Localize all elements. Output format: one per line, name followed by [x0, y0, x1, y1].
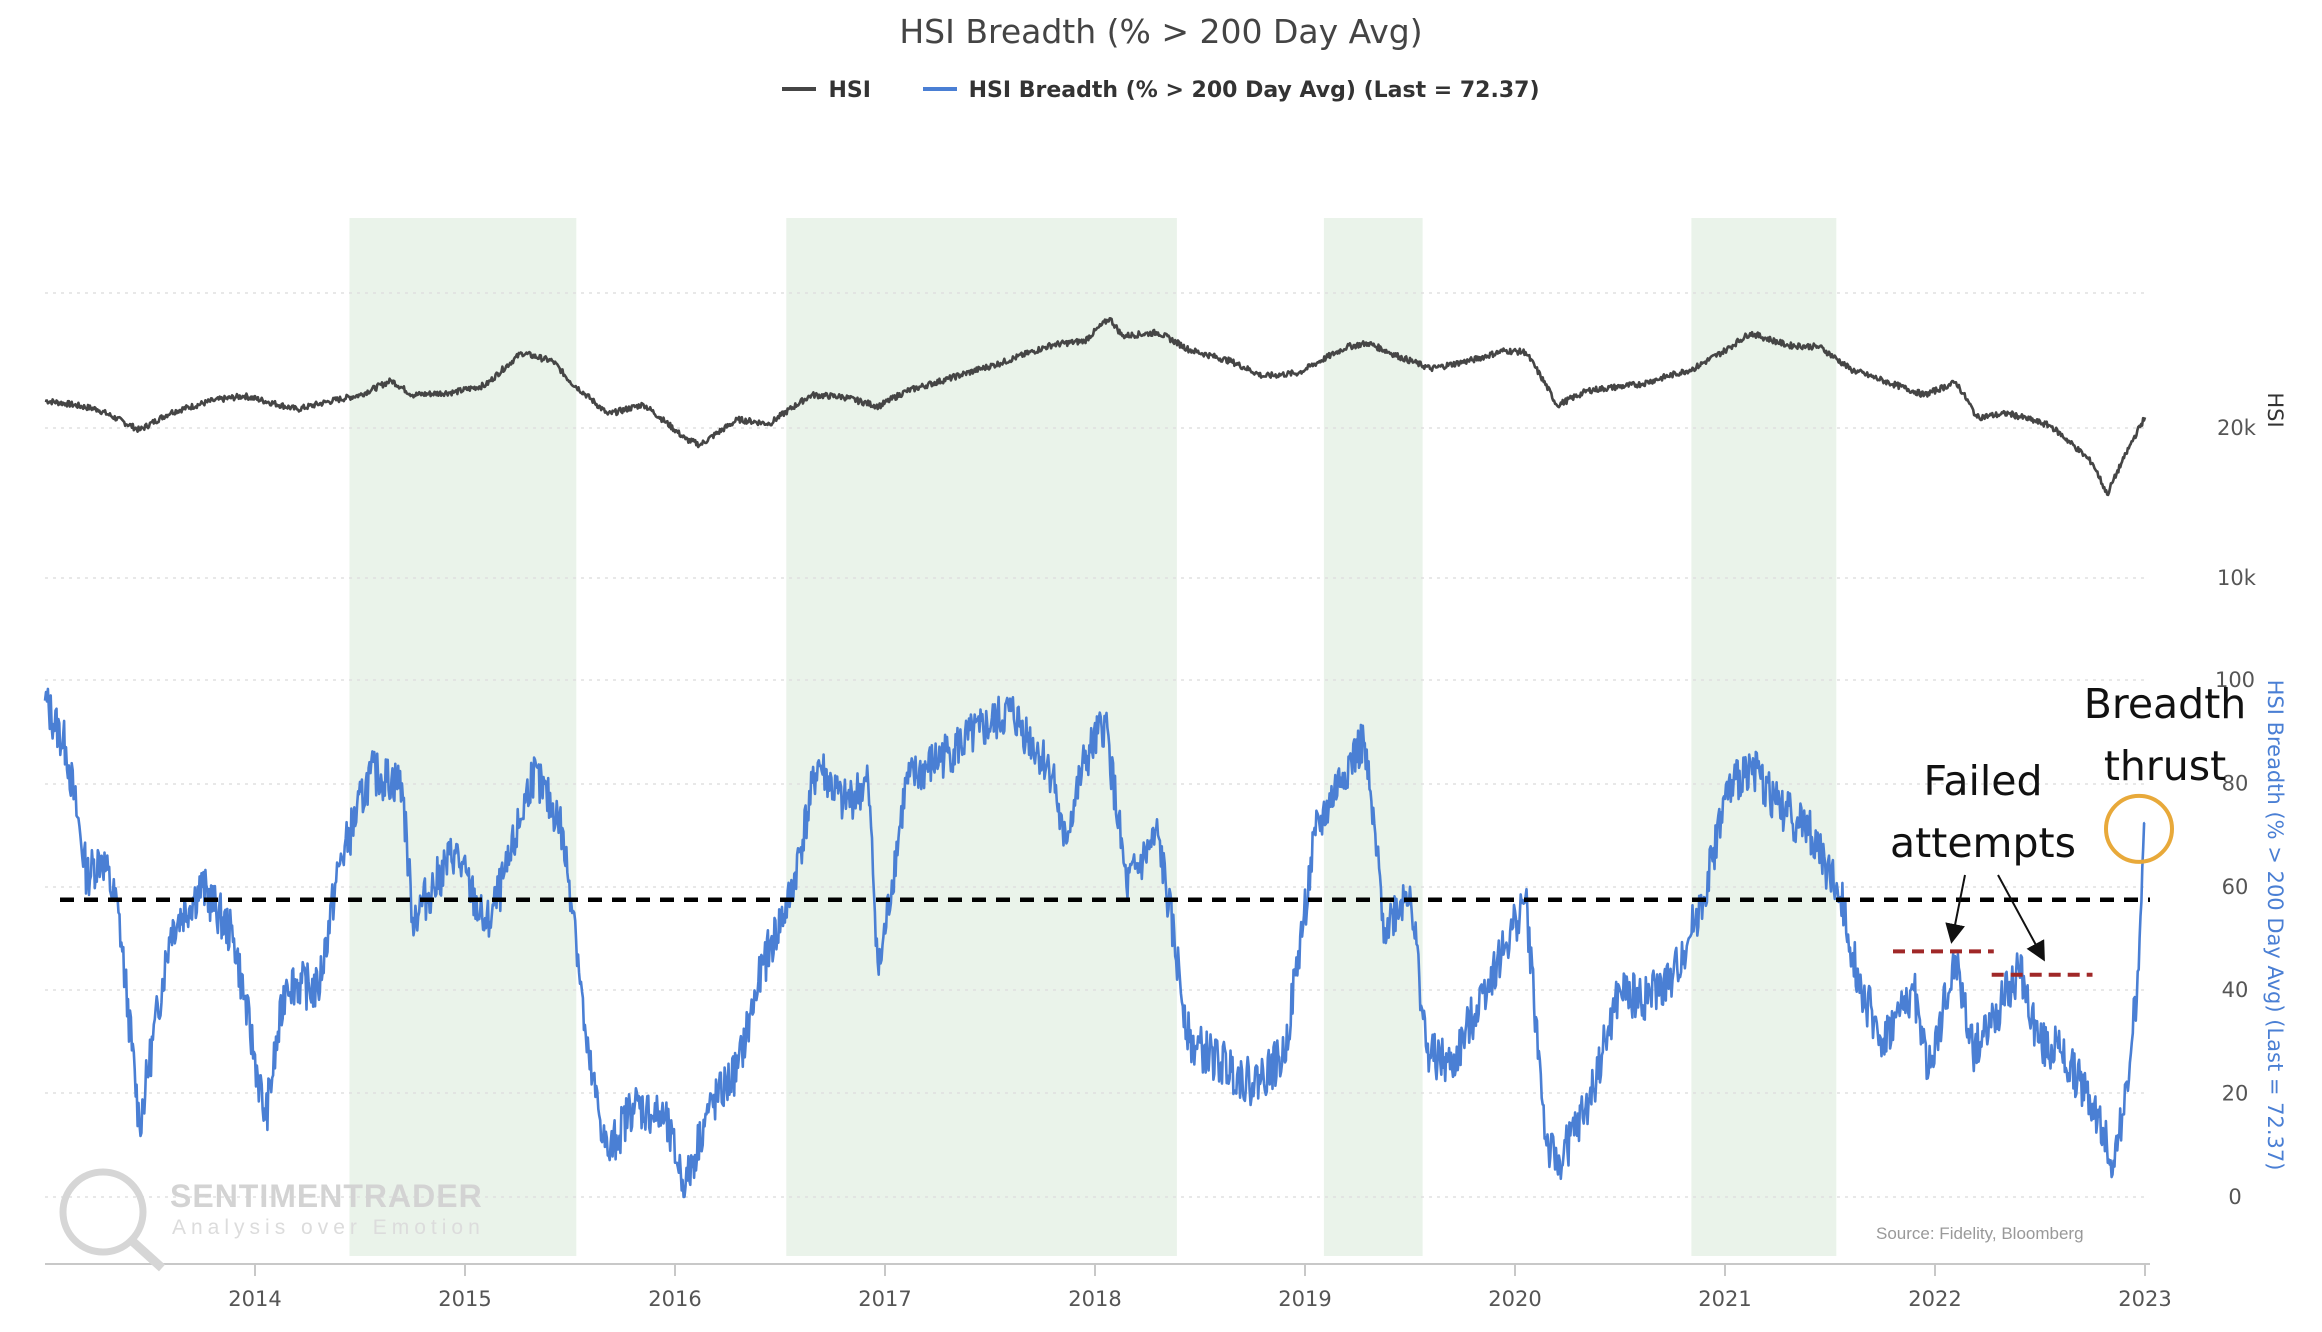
shaded-period-3: [1691, 218, 1837, 1256]
x-tick-label-2022: 2022: [1908, 1287, 1961, 1311]
breadth-tick-label-0: 0: [2228, 1185, 2241, 1209]
legend-item-hsi[interactable]: HSI: [782, 78, 871, 103]
hsi-tick-label-20k: 20k: [2217, 416, 2257, 440]
shaded-period-1: [786, 218, 1177, 1256]
breadth-thrust-circle: [2104, 793, 2174, 864]
legend-item-breadth[interactable]: HSI Breadth (% > 200 Day Avg) (Last = 72…: [922, 78, 1540, 103]
annotation-breadth-thrust: Breadth thrust: [2055, 673, 2275, 797]
hsi-tick-label-10k: 10k: [2217, 566, 2257, 590]
series-line-breadth: [43, 687, 2146, 1199]
x-tick-label-2018: 2018: [1068, 1287, 1121, 1311]
x-tick-label-2021: 2021: [1698, 1287, 1751, 1311]
legend-label-hsi: HSI: [828, 78, 871, 103]
annotation-thrust-line-1: Breadth: [2083, 680, 2247, 728]
arrow-failed-attempt-1: [1945, 874, 1966, 944]
legend-swatch-hsi: [782, 87, 817, 91]
x-tick-label-2020: 2020: [1488, 1287, 1541, 1311]
x-tick-label-2017: 2017: [858, 1287, 911, 1311]
chart-title: HSI Breadth (% > 200 Day Avg): [899, 12, 1423, 51]
breadth-tick-label-40: 40: [2222, 978, 2249, 1002]
breadth-tick-label-100: 100: [2215, 668, 2255, 692]
breadth-axis-label: HSI Breadth (% > 200 Day Avg) (Last = 72…: [2263, 680, 2287, 1171]
shaded-period-0: [349, 218, 577, 1256]
breadth-tick-label-20: 20: [2222, 1082, 2249, 1106]
x-tick-label-2014: 2014: [228, 1287, 281, 1311]
x-tick-label-2019: 2019: [1278, 1287, 1331, 1311]
hsi-axis-label: HSI: [2263, 392, 2287, 427]
annotation-failed-line-2: attempts: [1890, 819, 2076, 867]
breadth-tick-label-60: 60: [2222, 875, 2249, 899]
watermark-logo-handle: [127, 1236, 166, 1272]
arrow-failed-attempt-2: [1997, 874, 2045, 962]
legend-swatch-breadth: [922, 87, 957, 91]
legend-label-breadth: HSI Breadth (% > 200 Day Avg) (Last = 72…: [968, 78, 1540, 103]
annotation-failed-attempts: Failed attempts: [1878, 750, 2088, 874]
x-tick-label-2016: 2016: [648, 1287, 701, 1311]
annotation-failed-line-1: Failed: [1923, 757, 2043, 805]
x-tick-label-2015: 2015: [438, 1287, 491, 1311]
watermark-logo-icon: [59, 1168, 147, 1256]
chart-legend: HSI HSI Breadth (% > 200 Day Avg) (Last …: [0, 78, 2322, 103]
breadth-tick-label-80: 80: [2222, 771, 2249, 795]
annotation-thrust-line-2: thrust: [2103, 742, 2227, 790]
watermark-brand: SENTIMENTRADER: [170, 1178, 483, 1214]
shaded-period-2: [1323, 218, 1423, 1256]
x-tick-label-2023: 2023: [2118, 1287, 2171, 1311]
series-line-hsi: [44, 317, 2147, 497]
watermark-tagline: Analysis over Emotion: [172, 1216, 485, 1239]
source-note: Source: Fidelity, Bloomberg: [1876, 1224, 2084, 1243]
